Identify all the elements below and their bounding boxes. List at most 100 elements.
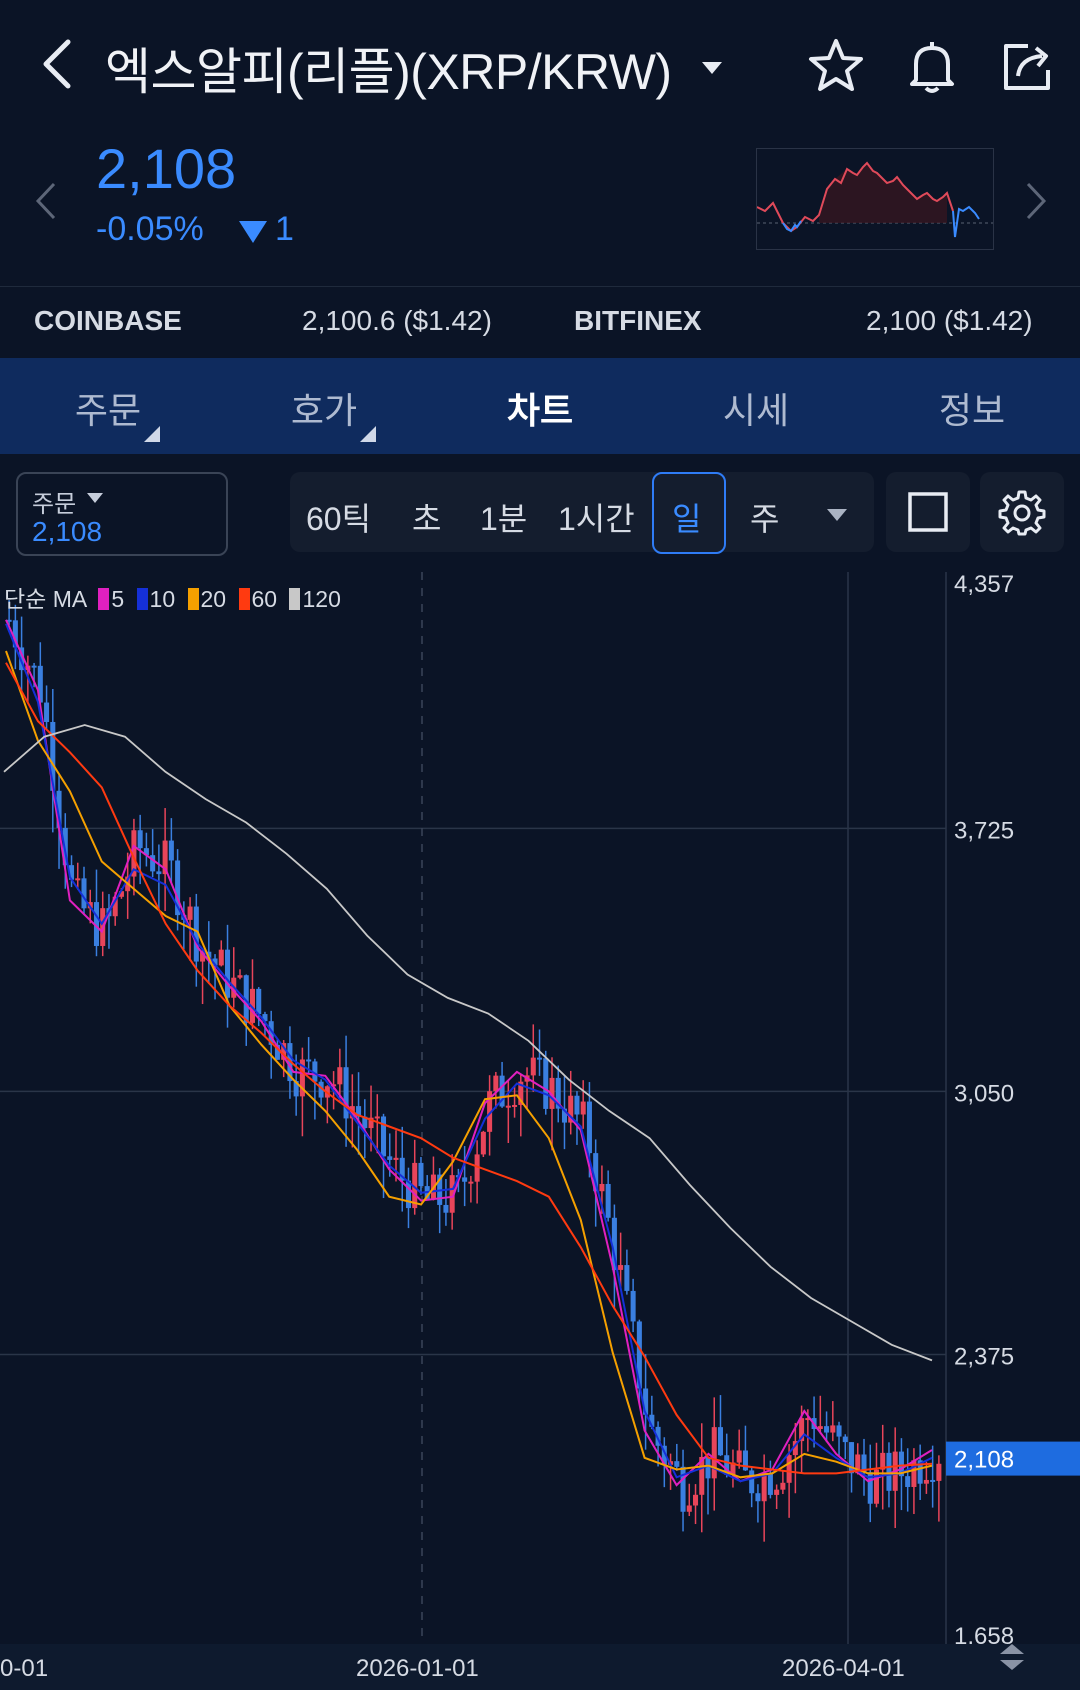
candle-body (274, 1044, 280, 1060)
candle-body (905, 1476, 911, 1487)
selected-period-frame (652, 472, 726, 554)
candle-body (724, 1455, 730, 1475)
candle-body (480, 1131, 486, 1155)
candle-body (661, 1445, 667, 1465)
candle-body (742, 1450, 748, 1471)
candle-body (767, 1472, 773, 1495)
share-icon[interactable] (998, 36, 1058, 96)
candle-body (237, 975, 243, 978)
tab-bar: 주문 호가 차트 시세 정보 (0, 358, 1080, 454)
fullscreen-button[interactable] (886, 472, 970, 552)
candle-body (686, 1505, 692, 1512)
candle-body (337, 1067, 343, 1085)
ma-line-60 (5, 662, 933, 1475)
candle-body (674, 1461, 680, 1467)
page-title[interactable]: 엑스알피(리플)(XRP/KRW) (105, 44, 672, 100)
legend-item: 5 (111, 586, 125, 612)
candle-body (293, 1081, 299, 1097)
back-icon[interactable] (38, 36, 78, 92)
settings-button[interactable] (980, 472, 1064, 552)
current-price-label: 2,108 (954, 1447, 1014, 1474)
order-price-value: 2,108 (32, 516, 103, 547)
caret-down-icon[interactable] (826, 508, 848, 522)
candle-body (19, 647, 25, 671)
candle-body (780, 1482, 786, 1490)
candle-body (624, 1265, 630, 1291)
period-day[interactable]: 일 (672, 501, 702, 537)
candle-body (31, 665, 37, 668)
candle-body (187, 906, 193, 920)
candle-body (568, 1095, 574, 1123)
period-60-tick[interactable]: 60틱 (306, 501, 372, 537)
tab-info[interactable]: 정보 (938, 390, 1006, 431)
candle-body (243, 975, 249, 1023)
candle-body (318, 1081, 324, 1098)
legend-swatch (238, 588, 250, 610)
candle-body (711, 1427, 717, 1479)
order-label: 주문 (32, 491, 77, 518)
period-1-hour[interactable]: 1시간 (558, 501, 635, 537)
candle-body (649, 1414, 655, 1427)
order-price-box[interactable]: 주문 2,108 (16, 472, 228, 556)
candle-body (755, 1493, 761, 1502)
candle-body (218, 949, 224, 966)
bell-icon[interactable] (902, 36, 962, 96)
tab-chart[interactable]: 차트 (506, 390, 574, 431)
candle-body (381, 1116, 387, 1157)
exchange-price: 2,100 ($1.42) (866, 305, 1033, 336)
triangle-down-icon (239, 221, 267, 243)
candle-body (543, 1058, 549, 1109)
candle-body (44, 702, 50, 722)
candle-body (443, 1204, 449, 1213)
candle-body (799, 1418, 805, 1442)
candle-body (168, 840, 174, 861)
candle-body (368, 1117, 374, 1129)
candle-body (162, 840, 168, 875)
star-icon[interactable] (806, 36, 866, 96)
candle-body (112, 896, 118, 917)
tab-quotes[interactable]: 시세 (722, 390, 790, 431)
candle-body (630, 1290, 636, 1322)
caret-down-icon[interactable] (700, 60, 724, 76)
candle-body (81, 878, 87, 909)
y-tick-label: 3,725 (954, 817, 1014, 844)
candle-body (56, 790, 62, 828)
candle-body (880, 1452, 886, 1470)
candle-body (855, 1454, 861, 1474)
candle-body (693, 1494, 699, 1506)
header: 엑스알피(리플)(XRP/KRW) (0, 0, 1080, 130)
candle-body (618, 1265, 624, 1270)
candle-body (518, 1081, 524, 1105)
chevron-left-icon[interactable] (34, 180, 58, 222)
candle-body (468, 1181, 474, 1184)
candle-body (736, 1450, 742, 1463)
candle-body (643, 1388, 649, 1415)
candle-body (150, 855, 156, 872)
candle-body (225, 949, 231, 998)
period-selector: 60틱 초 1분 1시간 일 주 (290, 472, 874, 554)
x-tick-label: 2026-01-01 (356, 1655, 479, 1682)
tab-orderbook[interactable]: 호가 (290, 390, 358, 431)
candle-body (505, 1105, 511, 1108)
square-icon (908, 492, 948, 532)
candle-body (306, 1059, 312, 1062)
candle-body (873, 1469, 879, 1504)
period-week[interactable]: 주 (750, 501, 780, 537)
candle-body (93, 902, 99, 946)
change-amount: 1 (275, 210, 294, 248)
candle-body (898, 1451, 904, 1477)
candle-body (449, 1175, 455, 1213)
chevron-right-icon[interactable] (1024, 180, 1048, 222)
candle-body (842, 1436, 848, 1443)
candle-body (399, 1157, 405, 1181)
candle-body (499, 1075, 505, 1107)
candle-body (555, 1077, 561, 1109)
candle-body (131, 830, 137, 877)
period-1-minute[interactable]: 1분 (480, 501, 528, 537)
candle-body (749, 1470, 755, 1494)
tab-order[interactable]: 주문 (74, 390, 142, 431)
period-second[interactable]: 초 (412, 501, 442, 537)
ma-line-10 (5, 623, 933, 1483)
mini-price-chart[interactable] (756, 148, 994, 250)
